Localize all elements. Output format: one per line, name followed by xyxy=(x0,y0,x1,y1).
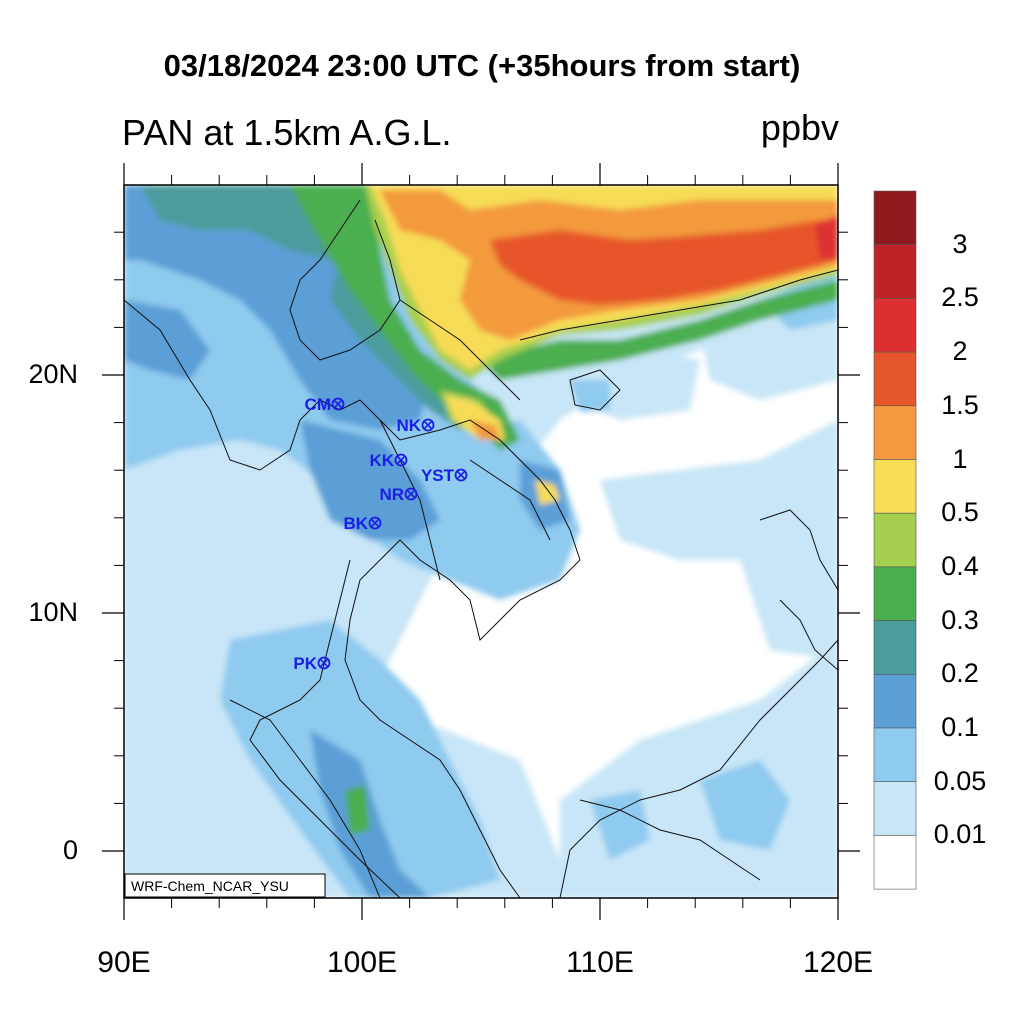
colorbar-box xyxy=(873,405,917,460)
plot-title: 03/18/2024 23:00 UTC (+35hours from star… xyxy=(163,48,801,83)
colorbar-label: 3 xyxy=(952,228,968,259)
colorbar-box xyxy=(873,351,917,407)
axis-ticks xyxy=(102,163,860,920)
colorbar-label: 0.4 xyxy=(941,550,979,581)
station-marker-icon xyxy=(317,656,331,670)
minor-ticks xyxy=(114,175,848,908)
ytick-0: 0 xyxy=(62,835,78,865)
xtick-100e: 100E xyxy=(326,946,398,979)
pan-concentration-field xyxy=(124,185,838,898)
ytick-20n: 20N xyxy=(28,359,78,389)
coastlines xyxy=(124,199,838,898)
colorbar-label: 0.1 xyxy=(941,712,979,742)
colorbar-box xyxy=(873,512,917,568)
station-label: BK xyxy=(343,514,368,533)
colorbar-label: 1.5 xyxy=(941,389,979,420)
station-label: PK xyxy=(293,654,317,673)
credit-text: WRF-Chem_NCAR_YSU xyxy=(131,878,289,894)
station-marker-icon xyxy=(404,487,418,501)
station-yst: YST xyxy=(421,466,468,485)
colorbar xyxy=(873,190,917,890)
station-label: YST xyxy=(421,466,455,485)
colorbar-label: 0.2 xyxy=(941,658,979,689)
station-marker-icon xyxy=(421,418,435,432)
ytick-10n: 10N xyxy=(28,597,78,627)
colorbar-label: 0.5 xyxy=(941,497,979,528)
xtick-110e: 110E xyxy=(566,946,634,979)
colorbar-box xyxy=(873,620,917,675)
station-nk: NK xyxy=(396,416,435,435)
colorbar-label: 0.01 xyxy=(933,819,987,850)
colorbar-box xyxy=(873,190,917,246)
colorbar-label: 0.05 xyxy=(933,765,987,796)
xtick-120e: 120E xyxy=(802,946,874,979)
xtick-90e: 90E xyxy=(97,946,151,979)
colorbar-box xyxy=(873,835,917,890)
station-pk: PK xyxy=(293,654,331,673)
station-marker-icon xyxy=(331,397,345,411)
colorbar-label: 1 xyxy=(952,443,968,474)
units-title: ppbv xyxy=(760,107,839,148)
colorbar-label: 2 xyxy=(952,336,968,367)
colorbar-label: 2.5 xyxy=(941,282,979,313)
station-marker-icon xyxy=(454,468,468,482)
station-marker-icon xyxy=(368,516,382,530)
station-label: CM xyxy=(305,395,331,414)
variable-title: PAN at 1.5km A.G.L. xyxy=(122,112,452,153)
colorbar-box xyxy=(873,781,917,836)
map-frame xyxy=(123,184,839,899)
colorbar-box xyxy=(873,673,917,729)
colorbar-box xyxy=(873,727,917,783)
station-nr: NR xyxy=(379,485,418,504)
colorbar-box xyxy=(873,459,917,514)
colorbar-box xyxy=(873,566,917,621)
station-kk: KK xyxy=(369,451,408,470)
station-label: KK xyxy=(369,451,394,470)
credit-box: WRF-Chem_NCAR_YSU xyxy=(124,873,326,898)
station-marker-icon xyxy=(394,453,408,467)
colorbar-label: 0.3 xyxy=(941,604,979,635)
station-label: NK xyxy=(396,416,421,435)
station-cm: CM xyxy=(305,395,345,414)
colorbar-box xyxy=(873,244,917,299)
station-label: NR xyxy=(379,485,404,504)
station-bk: BK xyxy=(343,514,382,533)
colorbar-box xyxy=(873,298,917,353)
